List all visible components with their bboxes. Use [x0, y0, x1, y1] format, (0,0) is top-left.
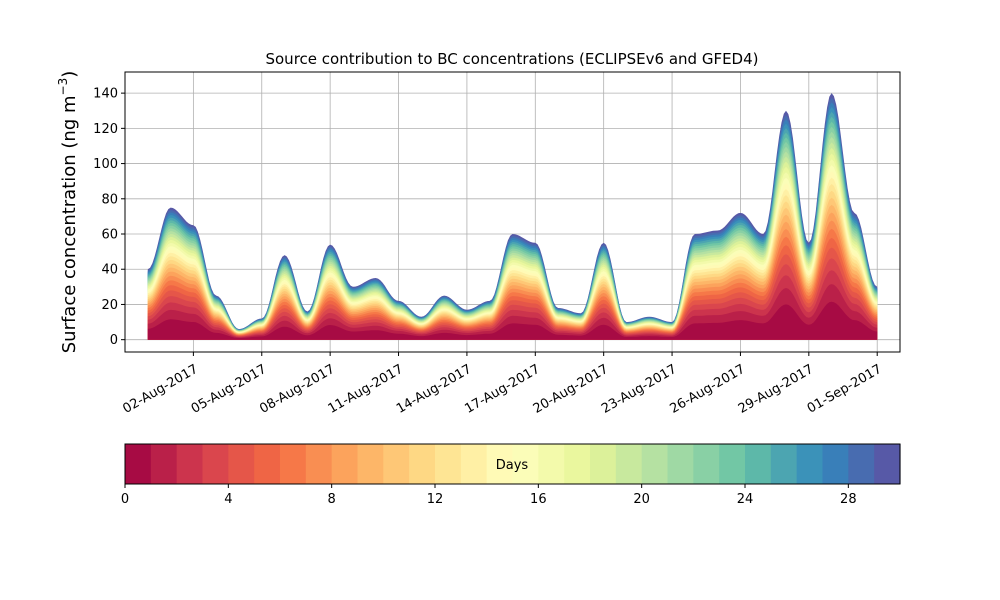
plot-frame	[124, 71, 901, 353]
y-tick-label: 40	[101, 263, 118, 278]
colorbar-cell	[331, 444, 359, 484]
colorbar-cell	[486, 444, 514, 484]
colorbar-cell	[667, 444, 694, 484]
colorbar-cell	[305, 444, 333, 484]
colorbar-cell	[822, 444, 849, 484]
x-tick-label: 29-Aug-2017	[736, 362, 816, 417]
x-tick-label: 26-Aug-2017	[667, 362, 747, 417]
colorbar-cells	[125, 444, 901, 484]
colorbar-cell	[693, 444, 720, 484]
y-tick-label: 120	[93, 122, 118, 137]
y-tick-label: 80	[101, 192, 118, 207]
colorbar-cell	[796, 444, 824, 484]
y-tick-label: 0	[110, 333, 118, 348]
colorbar-cell	[150, 444, 178, 484]
colorbar-cell	[874, 444, 901, 484]
colorbar-cell	[176, 444, 204, 484]
colorbar-tick-label: 12	[427, 492, 444, 507]
y-tick-label: 100	[93, 157, 118, 172]
y-tick-label: 60	[101, 228, 118, 243]
colorbar: Days 0 4 8 12 16 20 24 28	[121, 443, 901, 507]
y-axis-label-exponent: −3	[56, 78, 70, 96]
colorbar-tick-label: 4	[224, 492, 232, 507]
colorbar-cell	[254, 444, 281, 484]
x-tick-label: 05-Aug-2017	[189, 362, 269, 417]
y-tick-label: 140	[93, 87, 118, 102]
colorbar-tick-label: 28	[840, 492, 857, 507]
colorbar-cell	[641, 444, 669, 484]
colorbar-tick-label: 20	[633, 492, 650, 507]
colorbar-frame	[124, 443, 901, 485]
y-axis-label-main: Surface concentration (ng m	[59, 95, 80, 353]
colorbar-tick-label: 16	[530, 492, 547, 507]
y-tick-label: 20	[101, 298, 118, 313]
colorbar-cell	[745, 444, 772, 484]
colorbar-cell	[564, 444, 591, 484]
colorbar-cell	[460, 444, 488, 484]
x-tick-label: 11-Aug-2017	[326, 362, 406, 417]
colorbar-cell	[538, 444, 565, 484]
colorbar-tick-label: 8	[328, 492, 336, 507]
x-tick-label: 23-Aug-2017	[599, 362, 679, 417]
y-axis-label-close: )	[59, 71, 80, 78]
y-axis: 0 20 40 60 80 100 120 140	[93, 87, 125, 348]
x-axis: 02-Aug-201705-Aug-201708-Aug-201711-Aug-…	[120, 352, 885, 417]
colorbar-cell	[435, 444, 462, 484]
colorbar-cell	[202, 444, 229, 484]
chart-title: Source contribution to BC concentrations…	[265, 50, 758, 68]
colorbar-cell	[615, 444, 643, 484]
colorbar-cell	[590, 444, 617, 484]
colorbar-cell	[228, 444, 255, 484]
colorbar-cell	[125, 444, 152, 484]
x-tick-label: 08-Aug-2017	[257, 362, 337, 417]
colorbar-cell	[719, 444, 746, 484]
colorbar-cell	[409, 444, 436, 484]
area-layer-day-0	[147, 301, 878, 340]
colorbar-tick-label: 24	[737, 492, 754, 507]
x-tick-label: 02-Aug-2017	[120, 362, 200, 417]
x-tick-label: 17-Aug-2017	[462, 362, 542, 417]
colorbar-cell	[280, 444, 307, 484]
colorbar-label: Days	[496, 458, 529, 473]
colorbar-cell	[770, 444, 798, 484]
colorbar-cell	[848, 444, 875, 484]
plot-area: 02-Aug-201705-Aug-201708-Aug-201711-Aug-…	[93, 71, 901, 417]
x-tick-label: 14-Aug-2017	[394, 362, 474, 417]
colorbar-cell	[512, 444, 539, 484]
colorbar-cell	[383, 444, 410, 484]
y-axis-label: Surface concentration (ng m−3)	[56, 71, 80, 354]
x-tick-label: 20-Aug-2017	[531, 362, 611, 417]
stacked-areas	[147, 93, 878, 340]
x-tick-label: 01-Sep-2017	[805, 362, 885, 417]
colorbar-cell	[357, 444, 384, 484]
colorbar-ticks: 0 4 8 12 16 20 24 28	[121, 484, 857, 507]
colorbar-tick-label: 0	[121, 492, 129, 507]
